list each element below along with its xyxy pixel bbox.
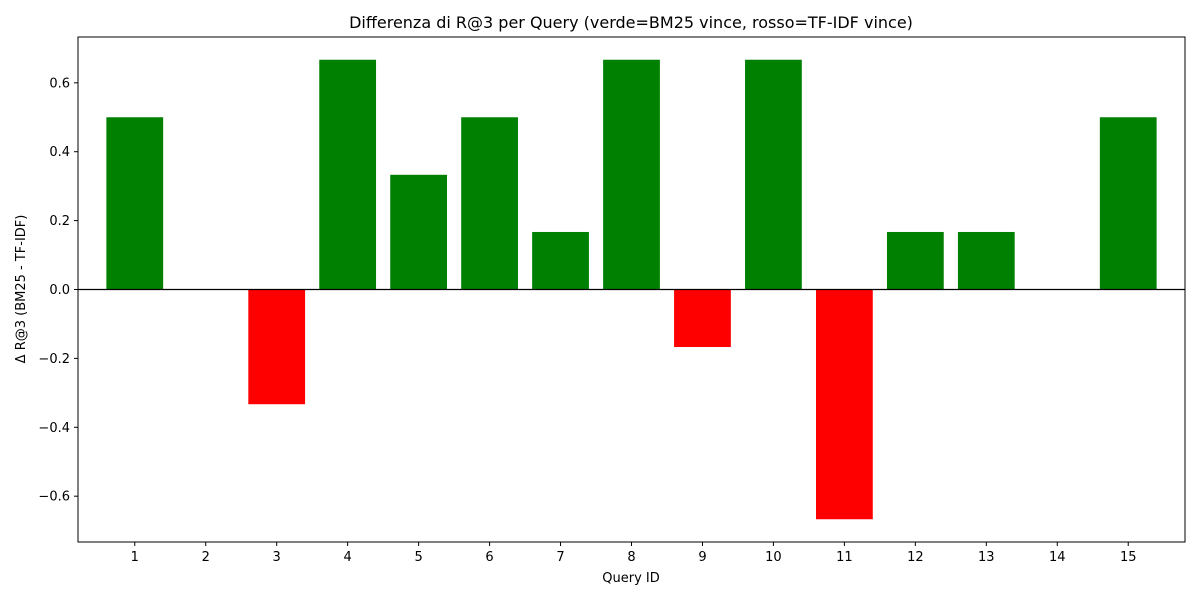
x-tick-label: 11 — [836, 550, 853, 565]
y-tick-label: 0.6 — [49, 76, 70, 91]
x-tick-label: 12 — [907, 550, 924, 565]
bars-layer — [106, 59, 1157, 520]
bar-query-7 — [532, 231, 589, 290]
x-axis-label: Query ID — [602, 571, 659, 586]
y-tick-label: 0.4 — [49, 145, 70, 160]
bar-query-5 — [390, 174, 447, 290]
x-tick-label: 15 — [1120, 550, 1137, 565]
y-tick-label: 0.0 — [49, 283, 70, 298]
bar-query-11 — [816, 289, 873, 520]
x-tick-label: 4 — [344, 550, 352, 565]
x-tick-label: 13 — [978, 550, 995, 565]
y-axis-label: Δ R@3 (BM25 - TF-IDF) — [14, 215, 29, 364]
bar-query-1 — [106, 117, 164, 290]
x-tick-label: 2 — [202, 550, 210, 565]
y-tick-label: −0.2 — [38, 352, 70, 367]
x-tick-label: 8 — [627, 550, 635, 565]
x-axis-ticks: 1 2 3 4 5 6 7 8 9 10 11 12 13 14 15 — [131, 542, 1137, 565]
x-tick-label: 5 — [414, 550, 422, 565]
y-tick-label: −0.4 — [38, 421, 70, 436]
bar-query-13 — [957, 231, 1015, 290]
y-tick-label: 0.2 — [49, 214, 70, 229]
x-tick-label: 14 — [1049, 550, 1066, 565]
bar-query-4 — [319, 59, 377, 290]
x-tick-label: 10 — [765, 550, 782, 565]
x-tick-label: 9 — [698, 550, 706, 565]
x-tick-label: 1 — [131, 550, 139, 565]
bar-query-12 — [886, 231, 944, 290]
bar-query-8 — [603, 59, 660, 290]
bar-query-15 — [1099, 117, 1157, 290]
x-tick-label: 3 — [273, 550, 281, 565]
bar-query-9 — [674, 289, 731, 348]
bar-query-10 — [745, 59, 802, 290]
bar-query-3 — [248, 289, 306, 405]
y-tick-label: −0.6 — [38, 490, 70, 505]
y-axis-ticks: −0.6 −0.4 −0.2 0.0 0.2 0.4 0.6 — [38, 76, 78, 505]
chart-title: Differenza di R@3 per Query (verde=BM25 … — [349, 13, 913, 32]
x-tick-label: 6 — [485, 550, 493, 565]
bar-query-6 — [461, 117, 518, 290]
x-tick-label: 7 — [556, 550, 564, 565]
